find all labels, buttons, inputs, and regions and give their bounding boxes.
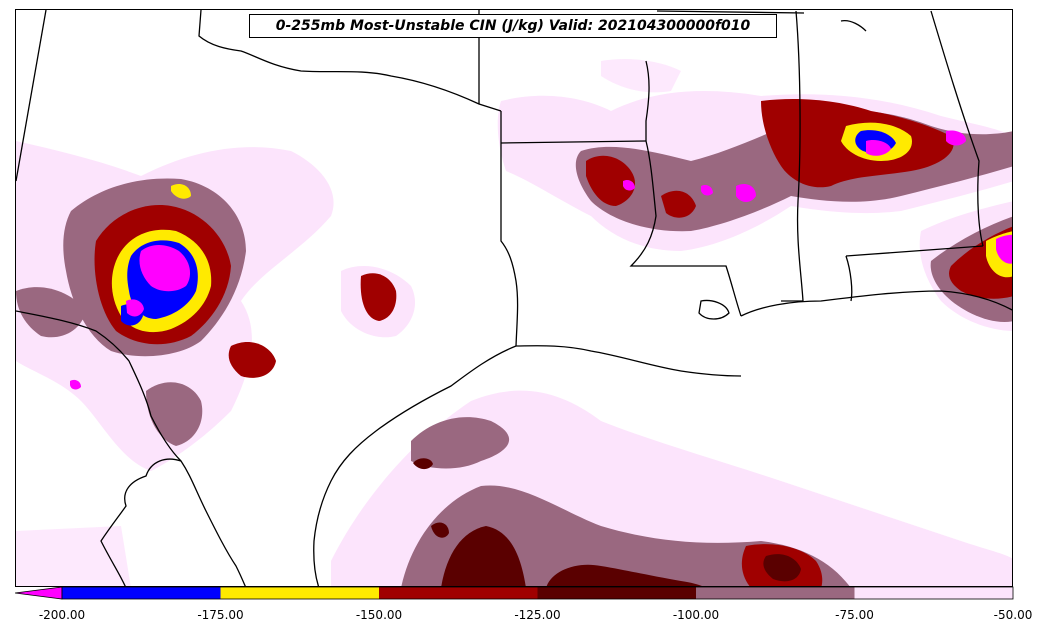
colorbar-bin: [62, 587, 221, 599]
colorbar-bin: [379, 587, 538, 599]
map-frame: [15, 9, 1013, 587]
cin-band-maroon: [413, 458, 801, 586]
colorbar-tick-label: -175.00: [197, 608, 244, 622]
cin-band-magenta: [70, 130, 1012, 390]
cin-map: [16, 10, 1012, 586]
colorbar-tick-label: -75.00: [835, 608, 874, 622]
colorbar-bin: [220, 587, 379, 599]
colorbar-tick-label: -50.00: [993, 608, 1033, 622]
colorbar: [15, 586, 1014, 600]
boundaries: [16, 10, 1012, 586]
colorbar-tick-label: -100.00: [672, 608, 720, 622]
colorbar-bin: [696, 587, 855, 599]
colorbar-extend-triangle: [15, 586, 63, 600]
map-title: 0-255mb Most-Unstable CIN (J/kg) Valid: …: [249, 14, 777, 38]
colorbar-tick-label: -125.00: [514, 608, 561, 622]
colorbar-bin: [854, 587, 1013, 599]
colorbar-tick-label: -200.00: [38, 608, 86, 622]
colorbar-tick-label: -150.00: [355, 608, 403, 622]
colorbar-border: [61, 586, 1014, 600]
colorbar-bin: [537, 587, 696, 599]
